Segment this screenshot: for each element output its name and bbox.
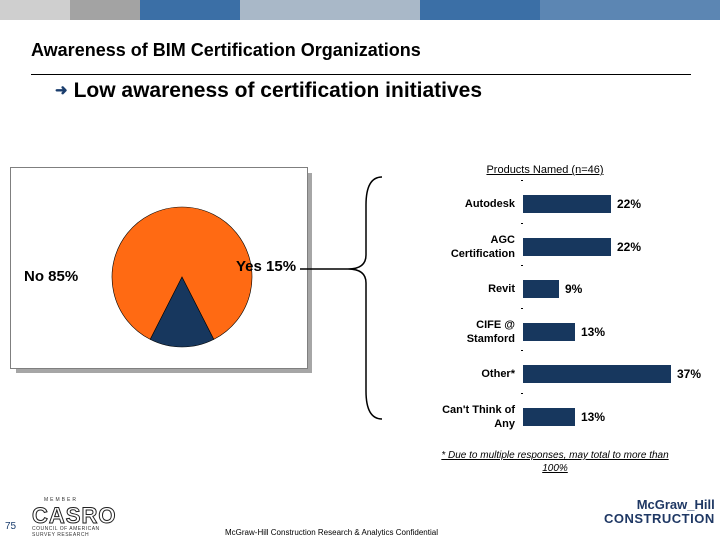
casro-logo: MEMBER CASRO COUNCIL OF AMERICAN SURVEY … [31, 497, 118, 538]
casro-wordmark: CASRO [31, 503, 117, 529]
pie-chart-box [10, 167, 308, 369]
value-label: 22% [617, 239, 642, 254]
confidential-notice: McGraw-Hill Construction Research & Anal… [225, 528, 438, 537]
brace-connector [300, 176, 383, 420]
value-label: 13% [581, 324, 606, 339]
bar [523, 407, 575, 426]
bar [523, 322, 575, 341]
arrow-right-icon: ➜ [55, 82, 68, 99]
top-bar-segment [620, 0, 720, 20]
top-bar-segment [540, 0, 620, 20]
pie-slice-yes [149, 276, 215, 348]
value-label: 9% [565, 282, 583, 296]
top-bar-segment [140, 0, 240, 20]
logo-line-2: CONSTRUCTION [604, 511, 715, 526]
value-label: 37% [677, 367, 702, 381]
logo-line-1: McGraw_Hill [636, 497, 715, 512]
axis-tick [521, 350, 523, 351]
top-bar-segment [420, 0, 540, 20]
pie-chart [111, 206, 253, 348]
casro-member-text: MEMBER [44, 497, 78, 503]
top-bar-segment [0, 0, 70, 20]
category-label: CIFE @ Stamford [466, 318, 515, 345]
axis-tick [521, 307, 523, 309]
axis-tick [521, 180, 523, 181]
pie-label-no: No 85% [24, 268, 79, 285]
top-bar-segment [240, 0, 420, 20]
page-title: Awareness of BIM Certification Organizat… [31, 40, 421, 60]
bar-chart-title: Products Named (n=46) [486, 164, 604, 176]
subtitle-text: Low awareness of certification initiativ… [73, 79, 483, 102]
pie-label-yes: Yes 15% [236, 258, 297, 275]
footnote: * Due to multiple responses, may total t… [441, 450, 669, 474]
title-divider [31, 74, 691, 75]
value-label: 13% [581, 409, 606, 424]
bar [523, 280, 559, 298]
mcgraw-hill-construction-logo: McGraw_Hill CONSTRUCTION [604, 498, 715, 526]
page-number: 75 [5, 521, 17, 532]
pie-slice-no [111, 206, 253, 340]
axis-tick [521, 222, 523, 224]
category-label: AGC Certification [450, 233, 515, 260]
value-label: 22% [617, 197, 642, 211]
bar [523, 237, 611, 256]
category-label: Autodesk [464, 198, 515, 210]
axis-tick [521, 392, 523, 394]
subtitle: ➜ Low awareness of certification initiati… [55, 79, 482, 103]
axis-tick [521, 265, 523, 266]
bar [523, 195, 611, 213]
bar [523, 365, 671, 383]
top-bar-segment [70, 0, 140, 20]
category-label: Other* [481, 368, 515, 380]
category-label: Can't Think of Any [442, 403, 515, 430]
category-label: Revit [488, 283, 515, 295]
top-color-bar [0, 0, 720, 20]
casro-tagline: COUNCIL OF AMERICAN SURVEY RESEARCH [32, 526, 100, 538]
